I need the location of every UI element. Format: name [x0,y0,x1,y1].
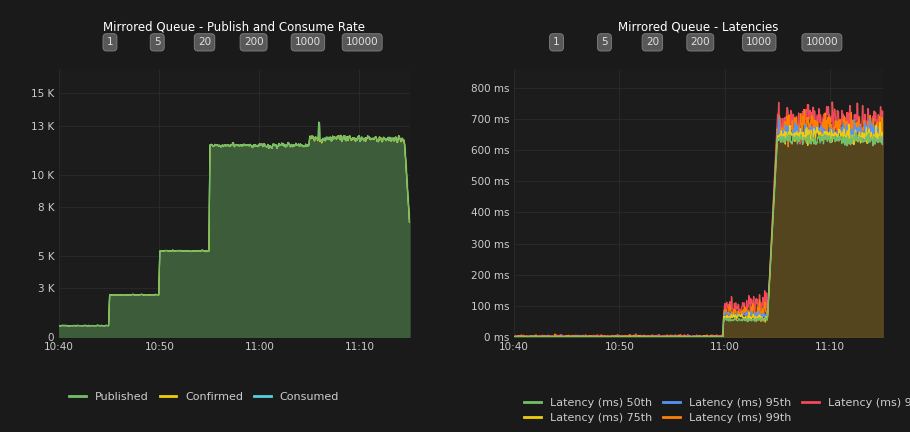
Title: Mirrored Queue - Latencies: Mirrored Queue - Latencies [618,20,779,33]
Text: 5: 5 [602,37,608,48]
Text: 200: 200 [691,37,710,48]
Text: 20: 20 [198,37,211,48]
Legend: Latency (ms) 50th, Latency (ms) 75th, Latency (ms) 95th, Latency (ms) 99th, Late: Latency (ms) 50th, Latency (ms) 75th, La… [520,394,910,428]
Text: 20: 20 [646,37,659,48]
Text: 10000: 10000 [805,37,838,48]
Text: 1: 1 [553,37,560,48]
Title: Mirrored Queue - Publish and Consume Rate: Mirrored Queue - Publish and Consume Rat… [104,20,365,33]
Text: 1000: 1000 [295,37,321,48]
Text: 200: 200 [244,37,263,48]
Text: 1: 1 [106,37,113,48]
Text: 10000: 10000 [346,37,379,48]
Text: 1000: 1000 [746,37,773,48]
Legend: Published, Confirmed, Consumed: Published, Confirmed, Consumed [65,388,344,407]
Text: 5: 5 [154,37,160,48]
